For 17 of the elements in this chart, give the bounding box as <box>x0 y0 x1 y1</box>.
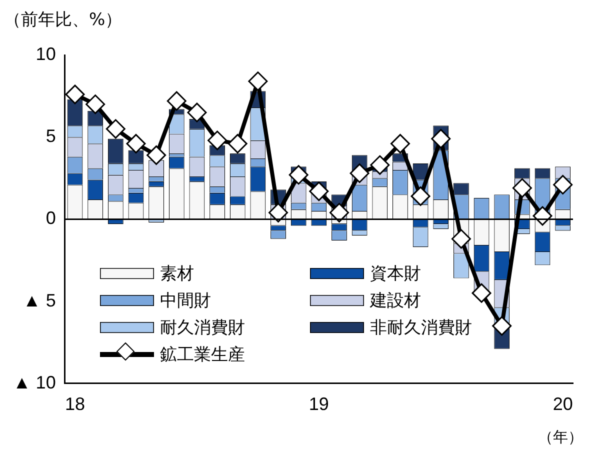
y-tick-label: ▲ 10 <box>12 372 56 392</box>
x-tick-label: 20 <box>552 394 573 414</box>
x-tick-label: 18 <box>64 394 86 414</box>
legend-label: 耐久消費財 <box>160 317 245 339</box>
legend-label: 素材 <box>160 263 194 285</box>
y-tick-label: 10 <box>36 44 56 64</box>
legend-label: 中間財 <box>160 290 211 312</box>
y-tick-label: 0 <box>46 208 56 228</box>
legend-label: 鉱工業生産 <box>160 344 245 366</box>
legend-label: 建設材 <box>370 290 421 312</box>
legend-label: 資本財 <box>370 263 421 285</box>
x-tick-label: 19 <box>308 394 329 414</box>
y-tick-label: 5 <box>46 126 56 146</box>
x-axis-title: （年） <box>538 428 583 447</box>
legend-label: 非耐久消費財 <box>370 317 472 339</box>
y-tick-label: ▲ 5 <box>23 290 56 310</box>
y-axis-title: （前年比、%） <box>4 9 122 31</box>
